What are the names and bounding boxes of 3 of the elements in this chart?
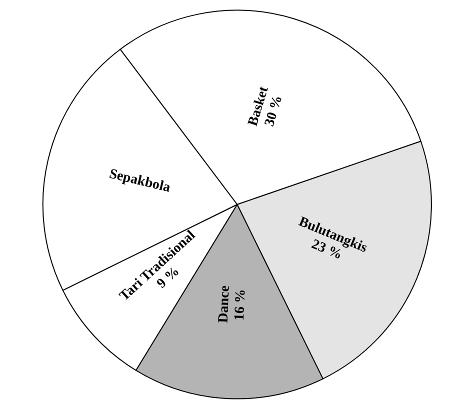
- slice-label: Sepakbola: [108, 166, 172, 196]
- data-label: 16 %: [232, 288, 249, 321]
- slice-label: Dance: [216, 285, 233, 324]
